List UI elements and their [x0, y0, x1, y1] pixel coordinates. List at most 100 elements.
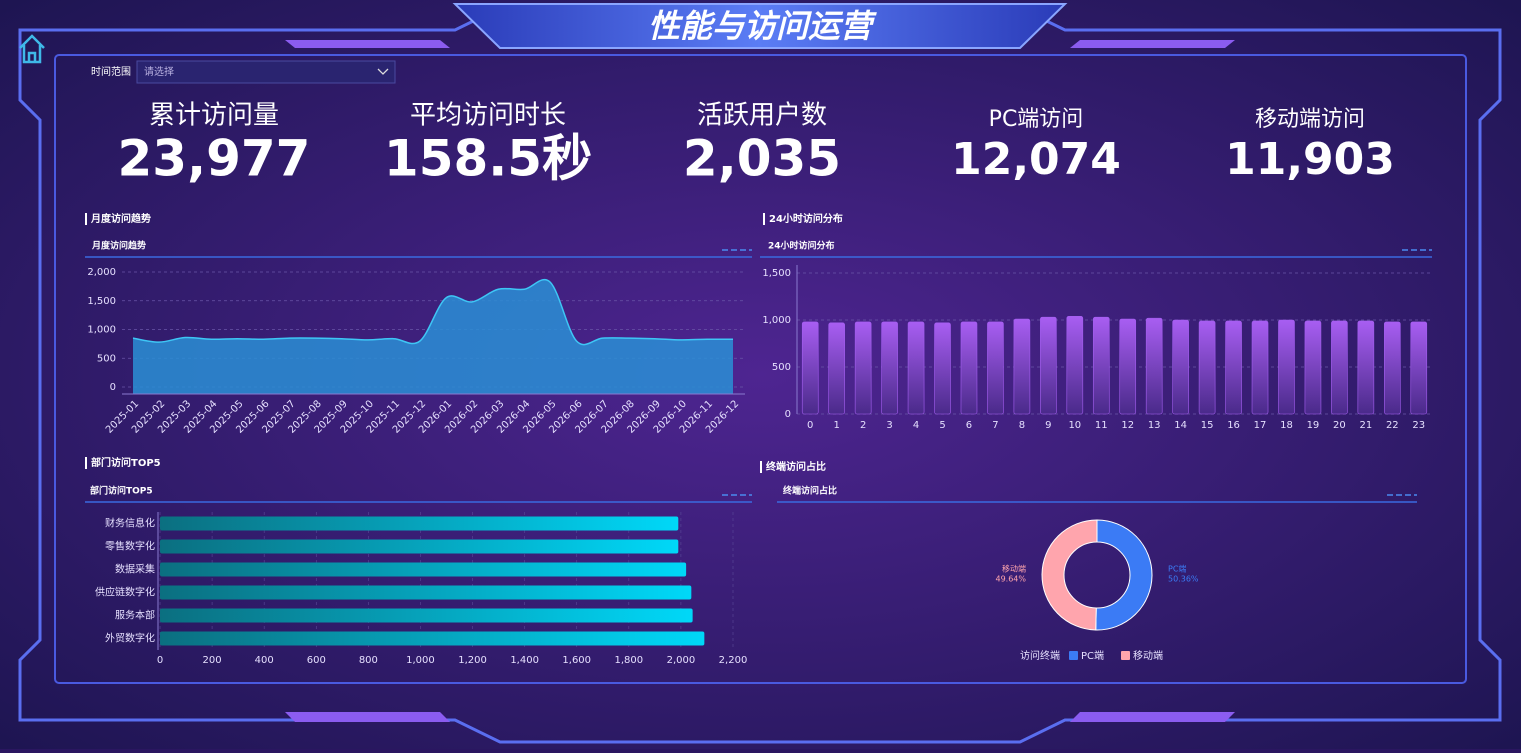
y-tick-label: 1,500	[762, 268, 791, 279]
pie-slice	[1041, 519, 1098, 631]
x-tick-label: 15	[1201, 420, 1214, 431]
y-tick-label: 外贸数字化	[105, 632, 155, 645]
x-tick-label: 16	[1227, 420, 1240, 431]
x-tick-label: 11	[1095, 420, 1108, 431]
kpi-value: 23,977	[118, 130, 311, 188]
x-tick-label: 6	[966, 420, 972, 431]
slice-value: 50.36%	[1168, 575, 1199, 584]
x-tick-label: 13	[1148, 420, 1161, 431]
x-tick-label: 0	[807, 420, 813, 431]
pie-slice	[1095, 519, 1153, 631]
bar	[1331, 320, 1348, 415]
x-tick-label: 1,000	[406, 655, 435, 666]
bar	[828, 322, 845, 415]
x-tick-label: 1,400	[510, 655, 539, 666]
legend-swatch	[1121, 651, 1130, 660]
bar	[960, 321, 978, 415]
chart-title: 月度访问趋势	[91, 240, 146, 252]
chart-title: 24小时访问分布	[768, 240, 835, 252]
x-tick-label: 20	[1333, 420, 1346, 431]
inner-frame	[54, 54, 1467, 684]
x-tick-label: 18	[1280, 420, 1293, 431]
bar	[1172, 319, 1189, 415]
bar	[1092, 316, 1110, 415]
y-tick-label: 1,500	[87, 296, 116, 307]
kpi-value: 12,074	[951, 134, 1121, 185]
y-tick-label: 零售数字化	[105, 540, 155, 553]
panel-marker	[760, 461, 762, 473]
x-tick-label: 800	[359, 655, 378, 666]
bar	[801, 321, 819, 415]
kpi-label: 累计访问量	[149, 101, 279, 131]
filter-label: 时间范围	[91, 65, 131, 78]
y-tick-label: 供应链数字化	[95, 586, 155, 599]
bar	[1145, 317, 1163, 415]
line	[132, 278, 734, 346]
area	[133, 279, 733, 394]
y-tick-label: 0	[785, 409, 791, 420]
slice-label: PC端	[1168, 564, 1186, 574]
legend-label: 移动端	[1133, 649, 1163, 662]
bar	[160, 562, 687, 577]
legend-swatch	[1069, 651, 1078, 660]
kpi-value: 158.5秒	[384, 130, 592, 188]
y-tick-label: 财务信息化	[105, 517, 155, 530]
x-tick-label: 1,800	[614, 655, 643, 666]
kpi-label: 活跃用户数	[697, 101, 827, 131]
panel-title: 24小时访问分布	[769, 212, 843, 225]
x-tick-label: 2,200	[719, 655, 748, 666]
bar	[854, 321, 872, 415]
kpi-value: 2,035	[683, 130, 841, 188]
x-tick-label: 21	[1359, 420, 1372, 431]
slice-label: 移动端	[1002, 564, 1026, 574]
bar	[1013, 318, 1031, 415]
y-tick-label: 2,000	[87, 267, 116, 278]
bar	[1384, 321, 1401, 415]
x-tick-label: 3	[886, 420, 892, 431]
chart-title: 部门访问TOP5	[90, 485, 153, 497]
bar	[907, 321, 925, 415]
y-tick-label: 数据采集	[115, 563, 155, 576]
panel-marker	[85, 213, 87, 225]
y-tick-label: 1,000	[762, 315, 791, 326]
bar	[160, 539, 679, 554]
x-tick-label: 1	[834, 420, 840, 431]
bar	[160, 585, 692, 600]
panel-title: 终端访问占比	[766, 460, 826, 473]
y-tick-label: 1,000	[87, 325, 116, 336]
bar	[160, 608, 693, 623]
bar	[1066, 315, 1084, 415]
x-tick-label: 1,200	[458, 655, 487, 666]
x-tick-label: 5	[939, 420, 945, 431]
x-tick-label: 22	[1386, 420, 1399, 431]
bar	[1410, 321, 1428, 415]
filter-placeholder: 请选择	[144, 65, 174, 78]
x-tick-label: 9	[1045, 420, 1051, 431]
page-title: 性能与访问运营	[648, 7, 877, 45]
bar	[1119, 318, 1137, 415]
kpi-label: PC端访问	[989, 107, 1084, 132]
filter-select[interactable]	[136, 60, 396, 84]
bar	[1225, 320, 1242, 415]
bar	[1357, 320, 1375, 415]
kpi-value: 11,903	[1225, 134, 1395, 185]
y-tick-label: 0	[110, 382, 116, 393]
panel-marker	[85, 457, 87, 469]
panel-title: 部门访问TOP5	[91, 456, 161, 469]
bar	[881, 321, 898, 415]
x-tick-label: 1,600	[562, 655, 591, 666]
y-tick-label: 500	[772, 362, 791, 373]
panel-title: 月度访问趋势	[90, 212, 151, 225]
x-tick-label: 10	[1068, 420, 1081, 431]
x-tick-label: 19	[1307, 420, 1320, 431]
x-tick-label: 7	[992, 420, 998, 431]
panel-marker	[763, 213, 765, 225]
x-tick-label: 14	[1174, 420, 1187, 431]
x-tick-label: 400	[255, 655, 274, 666]
legend-label: PC端	[1081, 649, 1104, 662]
bar	[1040, 316, 1057, 415]
bar	[1278, 319, 1295, 415]
slice-value: 49.64%	[995, 575, 1026, 584]
home-icon[interactable]	[19, 34, 45, 64]
